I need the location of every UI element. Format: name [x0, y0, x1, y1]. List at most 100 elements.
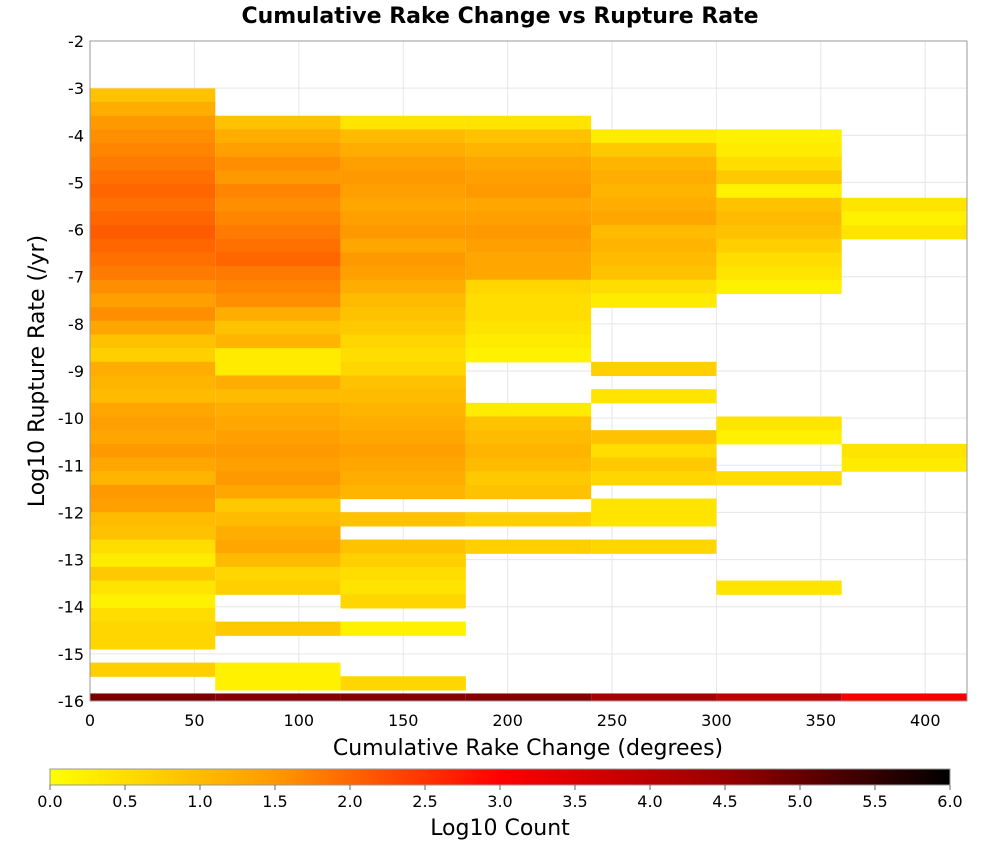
x-tick-label: 250: [597, 711, 628, 730]
heatmap-cell: [90, 238, 216, 254]
heatmap-cell: [90, 402, 216, 418]
heatmap-cell: [716, 693, 842, 701]
heatmap-cell: [215, 184, 341, 199]
heatmap-cell: [90, 443, 216, 459]
heatmap-cell: [841, 211, 967, 226]
heatmap-cell: [215, 238, 341, 254]
heatmap-cell: [90, 156, 216, 172]
x-tick-label: 350: [806, 711, 837, 730]
heatmap-cell: [465, 266, 592, 281]
heatmap-cell: [591, 225, 717, 240]
heatmap-cell: [90, 143, 216, 158]
heatmap-cell: [465, 320, 592, 336]
heatmap-cell: [716, 266, 842, 281]
heatmap-cell: [465, 457, 592, 472]
heatmap-cell: [591, 143, 717, 158]
heatmap-cell: [215, 115, 341, 130]
heatmap-cell: [340, 553, 466, 568]
heatmap-cell: [90, 512, 216, 527]
heatmap-cell: [90, 320, 216, 336]
heatmap-cell: [340, 320, 466, 336]
heatmap-cell: [340, 238, 466, 254]
x-tick-label: 400: [910, 711, 941, 730]
heatmap-cells: [90, 88, 967, 701]
heatmap-cell: [465, 225, 592, 240]
heatmap-cell: [340, 348, 466, 363]
heatmap-cell: [591, 170, 717, 185]
y-tick-label: -10: [58, 409, 84, 428]
heatmap-cell: [90, 389, 216, 404]
heatmap-cell: [716, 129, 842, 144]
heatmap-cell: [465, 293, 592, 308]
heatmap-cell: [215, 498, 341, 513]
heatmap-cell: [90, 693, 216, 701]
heatmap-cell: [340, 334, 466, 349]
heatmap-cell: [340, 197, 466, 213]
heatmap-cell: [90, 88, 216, 103]
heatmap-cell: [340, 184, 466, 199]
colorbar-tick-label: 0.5: [112, 792, 137, 811]
x-axis-ticks: 0 50 100 150 200 250 300 350 400: [85, 711, 941, 730]
heatmap-cell: [591, 361, 717, 377]
heatmap-cell: [340, 430, 466, 445]
y-tick-label: -9: [68, 362, 84, 381]
heatmap-cell: [465, 279, 592, 295]
y-tick-label: -14: [58, 598, 84, 617]
x-tick-label: 300: [701, 711, 732, 730]
heatmap-cell: [340, 279, 466, 295]
heatmap-cell: [215, 225, 341, 240]
heatmap-cell: [716, 211, 842, 226]
heatmap-cell: [340, 693, 466, 701]
colorbar-label: Log10 Count: [430, 816, 570, 841]
y-tick-label: -16: [58, 692, 84, 711]
heatmap-cell: [591, 693, 717, 701]
heatmap-cell: [215, 375, 341, 390]
heatmap-cell: [465, 348, 592, 363]
heatmap-cell: [90, 525, 216, 541]
heatmap-cell: [215, 211, 341, 226]
heatmap-cell: [215, 662, 341, 677]
heatmap-cell: [215, 320, 341, 336]
heatmap-cell: [90, 484, 216, 500]
heatmap-cell: [215, 471, 341, 486]
heatmap-cell: [215, 512, 341, 527]
heatmap-cell: [716, 430, 842, 445]
heatmap-cell: [716, 184, 842, 199]
heatmap-cell: [340, 156, 466, 172]
heatmap-cell: [215, 580, 341, 595]
heatmap-cell: [90, 607, 216, 623]
heatmap-cell: [90, 225, 216, 240]
heatmap-cell: [841, 443, 967, 459]
heatmap-cell: [90, 580, 216, 595]
heatmap-cell: [716, 238, 842, 254]
heatmap-cell: [340, 471, 466, 486]
heatmap-cell: [215, 348, 341, 363]
heatmap-cell: [215, 443, 341, 459]
heatmap-cell: [215, 676, 341, 691]
colorbar: [49, 768, 951, 786]
heatmap-cell: [591, 430, 717, 445]
heatmap-cell: [90, 279, 216, 295]
x-tick-label: 150: [388, 711, 419, 730]
colorbar-tick-label: 4.0: [637, 792, 662, 811]
heatmap-cell: [465, 129, 592, 144]
heatmap-cell: [215, 361, 341, 377]
heatmap-cell: [465, 512, 592, 527]
colorbar-ticks: 0.0 0.5 1.0 1.5 2.0 2.5 3.0 3.5 4.0 4.5 5.0 5.5 6.0: [37, 785, 963, 811]
heatmap-cell: [90, 498, 216, 513]
colorbar-tick-label: 3.5: [562, 792, 587, 811]
heatmap-cell: [465, 211, 592, 226]
colorbar-tick-label: 2.5: [412, 792, 437, 811]
x-tick-label: 50: [184, 711, 204, 730]
heatmap-cell: [215, 197, 341, 213]
x-tick-label: 100: [284, 711, 315, 730]
heatmap-cell: [90, 621, 216, 636]
heatmap-cell: [841, 225, 967, 240]
heatmap-cell: [215, 252, 341, 267]
plot-frame: [89, 40, 968, 702]
heatmap-cell: [215, 307, 341, 322]
y-axis-label: Log10 Rupture Rate (/yr): [25, 235, 50, 507]
heatmap-cell: [340, 170, 466, 185]
heatmap-cell: [465, 471, 592, 486]
heatmap-cell: [215, 566, 341, 582]
